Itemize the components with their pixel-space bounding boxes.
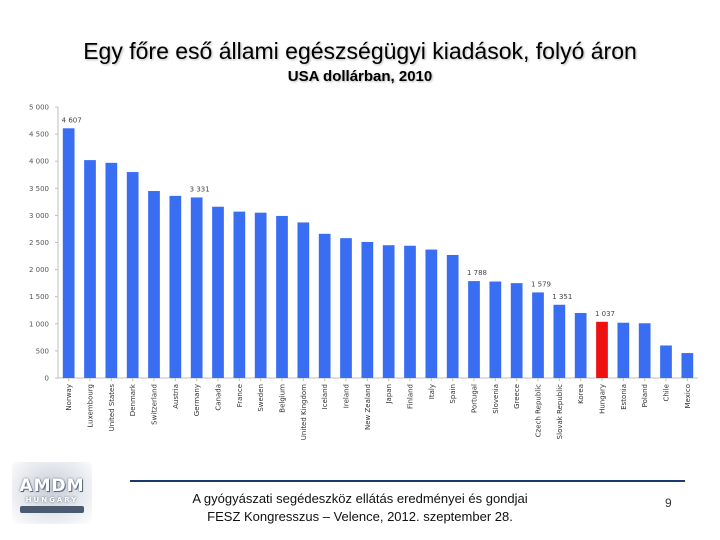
- x-tick-label: Canada: [215, 384, 223, 411]
- x-tick-label: Belgium: [279, 384, 287, 413]
- y-tick-label: 4 000: [29, 158, 49, 166]
- logo-background: [12, 462, 92, 524]
- x-tick-label: United States: [108, 384, 116, 432]
- bar-korea: [574, 312, 587, 378]
- bar-slovenia: [489, 281, 502, 378]
- x-tick-label: Austria: [172, 384, 180, 409]
- bar-belgium: [276, 215, 288, 378]
- bar-portugal: [468, 281, 480, 378]
- x-tick-label: Luxembourg: [87, 384, 95, 428]
- bar-hungary: [596, 321, 608, 378]
- bar-spain: [446, 254, 459, 378]
- bar-luxembourg: [84, 160, 96, 378]
- data-label: 3 331: [190, 185, 210, 193]
- bar-norway: [62, 128, 75, 378]
- logo-bar: [20, 506, 84, 513]
- bar-germany: [190, 197, 203, 378]
- x-tick-label: United Kingdom: [300, 384, 308, 440]
- slide-title: Egy főre eső állami egészségügyi kiadáso…: [83, 38, 637, 64]
- y-tick-label: 2 000: [29, 266, 49, 274]
- footer-rule: [130, 480, 685, 482]
- x-tick-label: Germany: [193, 384, 201, 416]
- x-tick-label: France: [236, 384, 244, 407]
- bar-united-kingdom: [297, 222, 310, 378]
- slide-footer: A gyógyászati segédeszköz ellátás eredmé…: [150, 490, 570, 526]
- x-tick-label: Switzerland: [151, 384, 159, 425]
- x-tick-label: Portugal: [471, 384, 479, 413]
- bar-czech-republic: [532, 292, 544, 378]
- x-tick-label: Norway: [65, 384, 73, 411]
- x-tick-label: Italy: [428, 384, 436, 399]
- x-tick-label: Slovak Republic: [556, 384, 564, 439]
- y-tick-label: 500: [36, 347, 49, 355]
- x-tick-label: Iceland: [321, 384, 329, 409]
- y-tick-label: 4 500: [29, 131, 49, 139]
- y-tick-label: 3 500: [29, 185, 49, 193]
- data-label: 1 788: [467, 269, 487, 277]
- bar-finland: [404, 245, 416, 378]
- x-tick-label: Greece: [513, 384, 521, 409]
- organization-logo: AMDM HUNGARY: [12, 462, 92, 524]
- y-tick-label: 3 000: [29, 212, 49, 220]
- x-tick-label: Slovenia: [492, 384, 500, 414]
- logo-main-text: AMDM: [19, 476, 85, 496]
- x-tick-label: Finland: [407, 384, 415, 409]
- footer-line-2: FESZ Kongresszus – Velence, 2012. szepte…: [207, 509, 513, 524]
- bar-france: [233, 211, 246, 378]
- data-label: 1 351: [552, 293, 572, 301]
- x-tick-label: Estonia: [620, 384, 628, 410]
- bar-switzerland: [148, 191, 160, 378]
- x-tick-label: Poland: [641, 384, 649, 407]
- bar-united-states: [105, 162, 118, 378]
- bar-austria: [169, 195, 182, 378]
- x-tick-label: Ireland: [343, 384, 351, 408]
- x-tick-label: Japan: [385, 384, 393, 405]
- bar-japan: [382, 245, 395, 378]
- y-tick-label: 1 500: [29, 293, 49, 301]
- x-tick-label: Czech Republic: [535, 384, 543, 437]
- bar-estonia: [617, 322, 630, 378]
- x-tick-label: Chile: [663, 384, 671, 402]
- x-tick-label: New Zealand: [364, 384, 372, 430]
- x-tick-label: Denmark: [129, 383, 137, 416]
- bar-ireland: [340, 238, 352, 378]
- bar-poland: [638, 323, 651, 378]
- bar-sweden: [254, 212, 267, 378]
- bar-new-zealand: [361, 241, 374, 378]
- bar-canada: [212, 206, 224, 378]
- data-label: 1 037: [595, 310, 615, 318]
- x-tick-label: Korea: [577, 384, 585, 404]
- bar-greece: [510, 283, 523, 378]
- slide-subtitle: USA dollárban, 2010: [287, 68, 433, 85]
- x-tick-label: Hungary: [599, 384, 607, 414]
- y-tick-label: 2 500: [29, 239, 49, 247]
- data-label: 1 579: [531, 280, 551, 288]
- bar-chile: [660, 345, 672, 378]
- x-tick-label: Sweden: [257, 384, 265, 412]
- x-tick-label: Spain: [449, 384, 457, 404]
- x-tick-label: Mexico: [684, 384, 692, 408]
- data-label: 4 607: [62, 116, 82, 124]
- bar-iceland: [318, 233, 331, 378]
- bar-italy: [425, 249, 438, 378]
- bar-chart: 0 500 1 000 1 500 2 000 2 500 3 000 3 500 4 000 4…: [29, 104, 698, 440]
- y-tick-label: 0: [45, 375, 49, 383]
- page-number: 9: [665, 496, 672, 510]
- y-tick-label: 1 000: [29, 320, 49, 328]
- bar-slovak-republic: [553, 304, 566, 378]
- logo-sub-text: HUNGARY: [25, 496, 79, 504]
- bar-denmark: [126, 172, 139, 378]
- bar-mexico: [681, 353, 694, 378]
- y-tick-label: 5 000: [29, 104, 49, 112]
- footer-line-1: A gyógyászati segédeszköz ellátás eredmé…: [192, 491, 528, 506]
